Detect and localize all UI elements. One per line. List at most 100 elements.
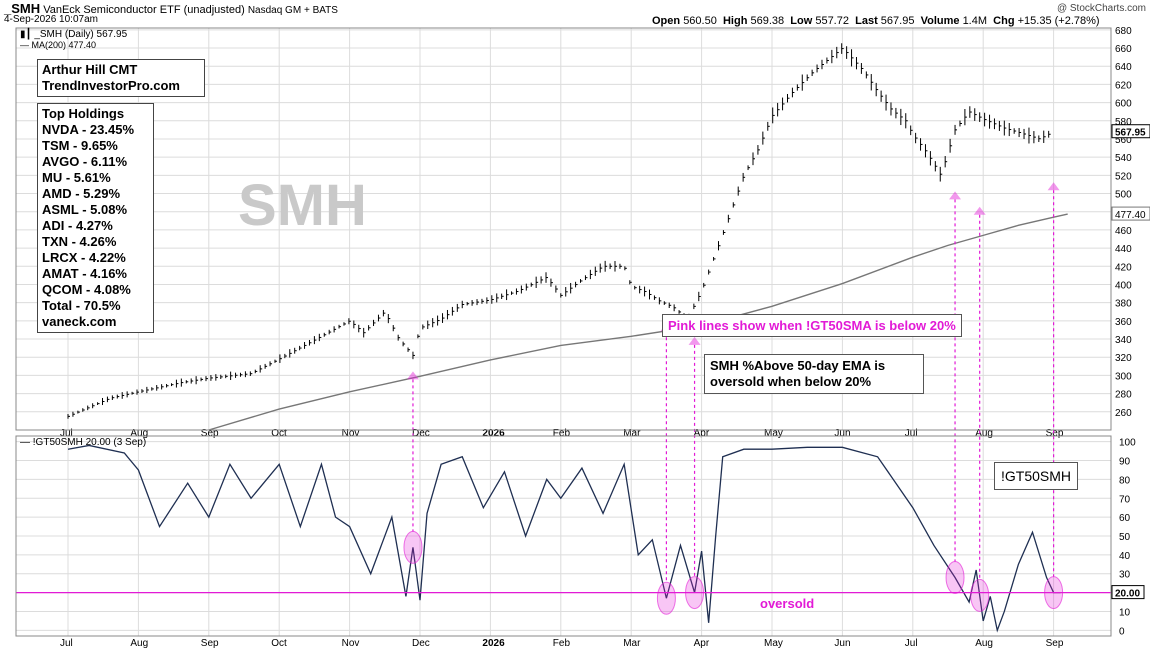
price-y-tick: 660 [1115, 44, 1132, 55]
ema-note-line1: SMH %Above 50-day EMA is [710, 358, 886, 373]
oversold-ellipse [1044, 576, 1064, 610]
high-label: High [722, 15, 748, 27]
price-y-tick: 520 [1115, 171, 1132, 182]
open-value: 560.50 [683, 15, 717, 27]
price-x-tick: Dec [412, 428, 430, 439]
oversold-ellipse [685, 576, 705, 610]
price-y-tick: 640 [1115, 62, 1132, 73]
price-y-tick: 360 [1115, 317, 1132, 328]
price-y-tick: 560 [1115, 135, 1132, 146]
author-site: TrendInvestorPro.com [42, 78, 180, 93]
holding-item: Total - 70.5% [42, 298, 121, 313]
holding-item: AMD - 5.29% [42, 186, 121, 201]
price-x-tick: Jul [905, 428, 918, 439]
oversold-arrow [688, 336, 701, 345]
ma-value-tag [1111, 206, 1150, 221]
ma-value-tag-text: 477.40 [1115, 210, 1146, 221]
volume-value: 1.4M [962, 15, 988, 27]
symbol-name: VanEck Semiconductor ETF (unadjusted) [43, 4, 245, 16]
indicator-line [67, 444, 1061, 633]
price-x-tick: Apr [694, 428, 710, 439]
price-x-tick: Jun [834, 428, 850, 439]
indicator-y-tick: 70 [1119, 494, 1131, 505]
indicator-x-tick: Dec [412, 638, 430, 649]
price-x-tick: Aug [130, 428, 148, 439]
price-x-tick: Nov [342, 428, 360, 439]
chg-label: Chg [993, 15, 1015, 27]
high-value: 569.38 [750, 15, 785, 27]
oversold-ellipse [945, 561, 965, 595]
holding-item: TXN - 4.26% [42, 234, 117, 249]
chart-marks: 567.95 477.40 20.00 [16, 43, 1150, 633]
price-y-tick: 400 [1115, 280, 1132, 291]
indicator-x-tick: May [764, 638, 783, 649]
holding-item: LRCX - 4.22% [42, 250, 126, 265]
price-y-tick: 680 [1115, 26, 1132, 37]
price-y-tick: 420 [1115, 262, 1132, 273]
indicator-panel-frame [15, 435, 1112, 637]
indicator-y-tick: 40 [1119, 551, 1131, 562]
credit-label: @ StockCharts.com [1056, 3, 1146, 14]
last-label: Last [855, 15, 878, 27]
oversold-arrow [1047, 182, 1060, 191]
indicator-x-tick: Nov [342, 638, 360, 649]
price-panel-frame [15, 27, 1112, 431]
price-y-tick: 340 [1115, 335, 1132, 346]
indicator-title-box: !GT50SMH [994, 462, 1079, 490]
pink-lines-note: Pink lines show when !GT50SMA is below 2… [662, 314, 962, 337]
indicator-y-tick: 60 [1119, 513, 1131, 524]
price-y-tick: 320 [1115, 353, 1132, 364]
indicator-x-tick: Sep [201, 638, 219, 649]
price-grid: 2602803003203403603804004204404604805005… [16, 26, 1132, 439]
indicator-x-tick: Aug [975, 638, 993, 649]
holding-item: ADI - 4.27% [42, 218, 113, 233]
oversold-arrow [973, 206, 986, 215]
price-x-tick: 2026 [482, 428, 505, 439]
holding-item: TSM - 9.65% [42, 138, 118, 153]
author-name: Arthur Hill CMT [42, 62, 138, 77]
last-value: 567.95 [880, 15, 915, 27]
threshold-tag [1111, 585, 1145, 600]
holding-item: QCOM - 4.08% [42, 282, 131, 297]
holding-item: ASML - 5.08% [42, 202, 128, 217]
indicator-x-tick: Apr [694, 638, 710, 649]
holding-item: vaneck.com [42, 314, 117, 329]
last-price-tag-text: 567.95 [1115, 128, 1146, 139]
indicator-x-tick: Jun [834, 638, 850, 649]
price-x-tick: Jul [60, 428, 73, 439]
date-label: 4-Sep-2026 10:07am [4, 14, 98, 25]
indicator-y-tick: 90 [1119, 457, 1131, 468]
price-x-tick: Feb [553, 428, 571, 439]
threshold-tag-text: 20.00 [1115, 589, 1140, 600]
oversold-label: oversold [760, 596, 815, 611]
indicator-x-tick: Jul [905, 638, 918, 649]
oversold-ellipse [403, 530, 423, 564]
ema-note-line2: oversold when below 20% [710, 374, 872, 389]
indicator-x-tick: 2026 [482, 638, 505, 649]
indicator-x-tick: Sep [1046, 638, 1064, 649]
ma-legend: — MA(200) 477.40 [20, 40, 97, 50]
symbol-title: _SMH [4, 1, 41, 16]
chg-value: +15.35 (+2.78%) [1017, 15, 1100, 27]
price-y-tick: 580 [1115, 117, 1132, 128]
price-y-tick: 540 [1115, 153, 1132, 164]
price-y-tick: 500 [1115, 190, 1132, 201]
holding-item: MU - 5.61% [42, 170, 111, 185]
volume-label: Volume [920, 15, 960, 27]
holdings-box: Top Holdings NVDA - 23.45% TSM - 9.65% AVGO… [37, 103, 154, 333]
price-legend-text: _SMH (Daily) 567.95 [34, 29, 128, 40]
indicator-x-tick: Feb [553, 638, 571, 649]
indicator-x-tick: Aug [130, 638, 148, 649]
holdings-title: Top Holdings [42, 106, 125, 121]
indicator-y-tick: 0 [1119, 626, 1125, 637]
price-y-tick: 620 [1115, 80, 1132, 91]
indicator-y-tick: 100 [1119, 438, 1136, 449]
indicator-y-tick: 80 [1119, 475, 1131, 486]
exchange-label: Nasdaq GM + BATS [247, 5, 338, 16]
oversold-ellipse [656, 581, 676, 615]
open-label: Open [652, 15, 681, 27]
oversold-arrow [949, 191, 962, 200]
oversold-ellipse [970, 578, 990, 612]
oversold-arrow [406, 371, 419, 380]
ema-note: SMH %Above 50-day EMA is oversold when b… [704, 354, 924, 394]
